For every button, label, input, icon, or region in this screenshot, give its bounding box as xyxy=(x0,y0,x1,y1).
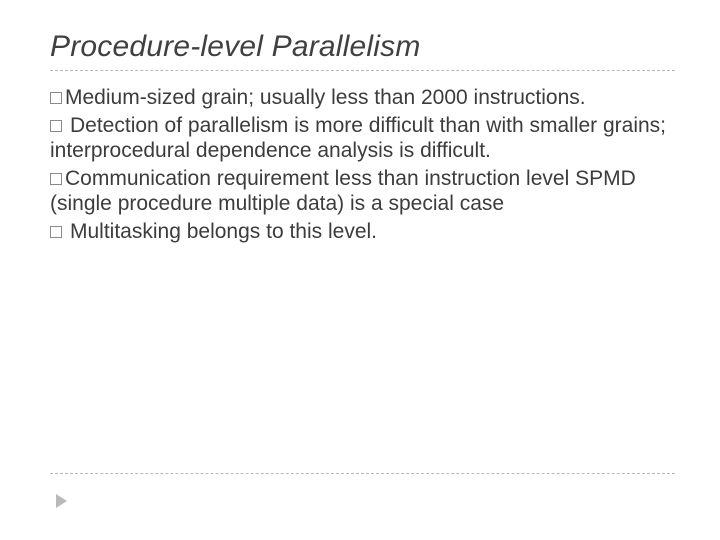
bullet-text: Medium-sized grain; usually less than 20… xyxy=(65,86,586,109)
slide: Procedure-level Parallelism Medium-sized… xyxy=(0,0,720,540)
bullet-text: Detection of parallelism is more difficu… xyxy=(50,114,666,163)
square-bullet-icon xyxy=(50,226,62,238)
bullet-item: Detection of parallelism is more difficu… xyxy=(50,113,675,164)
bullet-item: Multitasking belongs to this level. xyxy=(50,219,675,245)
slide-title: Procedure-level Parallelism xyxy=(50,30,675,64)
footer-divider xyxy=(50,473,675,474)
square-bullet-icon xyxy=(50,92,62,104)
square-bullet-icon xyxy=(50,173,62,185)
bullet-text: Communication requirement less than inst… xyxy=(50,167,636,216)
title-divider xyxy=(50,70,675,71)
slide-body: Medium-sized grain; usually less than 20… xyxy=(50,85,675,245)
bullet-item: Medium-sized grain; usually less than 20… xyxy=(50,85,675,111)
arrow-right-icon xyxy=(56,494,67,508)
bullet-item: Communication requirement less than inst… xyxy=(50,166,675,217)
square-bullet-icon xyxy=(50,120,62,132)
bullet-text: Multitasking belongs to this level. xyxy=(70,220,377,243)
